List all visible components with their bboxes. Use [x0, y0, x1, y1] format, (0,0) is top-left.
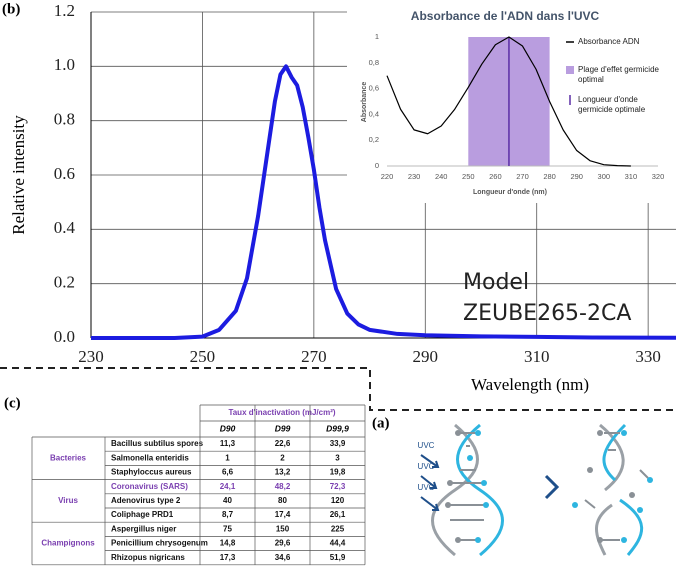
- table-cell: 13,2: [275, 468, 291, 477]
- table-cell: 26,1: [330, 510, 346, 519]
- panel-label: (a): [372, 415, 390, 431]
- x-tick-label: 270: [301, 347, 327, 366]
- x-tick-label: 230: [78, 347, 104, 366]
- x-tick-label: 270: [516, 172, 529, 181]
- x-axis-label: Wavelength (nm): [471, 375, 589, 394]
- y-tick-label: 0.2: [54, 273, 75, 292]
- table-cell: 14,8: [220, 539, 236, 548]
- table-cell: 19,8: [330, 468, 346, 477]
- column-header: D99: [275, 423, 291, 433]
- organism: Salmonella enteridis: [111, 453, 189, 462]
- table-cell: 1: [225, 453, 230, 462]
- table-cell: 225: [331, 524, 345, 533]
- y-tick-label: 0.8: [54, 110, 75, 129]
- legend-entry: Longueur d'onde germicide optimale: [578, 95, 646, 114]
- x-tick-label: 260: [489, 172, 502, 181]
- y-tick-label: 0,2: [369, 135, 379, 144]
- table-cell: 33,9: [330, 439, 346, 448]
- organism: Bacillus subtilus spores: [111, 439, 204, 448]
- uvc-label: UVC: [418, 441, 435, 450]
- table-cell: 11,3: [220, 439, 236, 448]
- x-tick-label: 250: [190, 347, 216, 366]
- table-cell: 29,6: [275, 539, 291, 548]
- inset-y-label: Absorbance: [361, 82, 368, 123]
- table-cell: 75: [223, 524, 232, 533]
- x-tick-label: 300: [598, 172, 611, 181]
- x-tick-label: 250: [462, 172, 475, 181]
- legend-entry: Absorbance ADN: [578, 37, 640, 46]
- column-header: D99,9: [326, 423, 349, 433]
- organism: Rhizopus nigricans: [111, 553, 185, 562]
- y-tick-label: 0,8: [369, 58, 379, 67]
- table-cell: 8,7: [222, 510, 234, 519]
- column-header: D90: [220, 423, 236, 433]
- table-cell: 24,1: [220, 482, 236, 491]
- table-cell: 48,2: [275, 482, 291, 491]
- y-tick-label: 0: [375, 161, 379, 170]
- table-cell: 34,6: [275, 553, 291, 562]
- y-tick-label: 0.6: [54, 164, 75, 183]
- y-tick-label: 0.0: [54, 327, 75, 346]
- x-tick-label: 330: [635, 347, 661, 366]
- inset-title: Absorbance de l'ADN dans l'UVC: [411, 9, 600, 23]
- table-cell: 51,9: [330, 553, 346, 562]
- y-tick-label: 0.4: [54, 218, 76, 237]
- legend-entry: Plage d'effet germicide optimal: [578, 65, 659, 84]
- table-cell: 72,3: [330, 482, 346, 491]
- table-cell: 44,4: [330, 539, 346, 548]
- panel-label: (c): [4, 395, 21, 411]
- y-axis-label: Relative intensity: [9, 115, 28, 235]
- organism: Penicillium chrysogenum: [111, 539, 208, 548]
- y-tick-label: 0,6: [369, 84, 379, 93]
- group-label: Virus: [58, 496, 78, 505]
- table-cell: 120: [331, 496, 345, 505]
- panel-label: (b): [2, 1, 20, 17]
- dna-illustration: [420, 423, 653, 557]
- organism: Coliphage PRD1: [111, 510, 174, 519]
- table-cell: 2: [280, 453, 285, 462]
- table-cell: 150: [276, 524, 290, 533]
- line-series: [91, 64, 676, 340]
- line-series: [386, 36, 631, 167]
- legend-swatch: [566, 66, 574, 74]
- annotation: Model: [463, 270, 529, 295]
- table-cell: 3: [335, 453, 340, 462]
- table-header: Taux d'inactivation (mJ/cm²): [228, 408, 335, 417]
- table-cell: 17,4: [275, 510, 291, 519]
- group-label: Champignons: [41, 539, 95, 548]
- table-cell: 6,6: [222, 468, 234, 477]
- separator: [0, 367, 676, 411]
- table-cell: 80: [278, 496, 287, 505]
- uvc-label: UVC: [418, 462, 435, 471]
- inset-x-label: Longueur d'onde (nm): [473, 189, 547, 196]
- table-cell: 22,6: [275, 439, 291, 448]
- organism: Adenovirus type 2: [111, 496, 181, 505]
- x-tick-label: 280: [543, 172, 556, 181]
- uvc-label: UVC: [418, 483, 435, 492]
- y-tick-label: 1.2: [54, 1, 75, 20]
- table-cell: 17,3: [220, 553, 236, 562]
- y-tick-label: 1: [375, 32, 379, 41]
- y-tick-label: 1.0: [54, 55, 75, 74]
- x-tick-label: 310: [524, 347, 550, 366]
- x-tick-label: 240: [435, 172, 448, 181]
- organism: Staphyloccus aureus: [111, 468, 192, 477]
- x-tick-label: 310: [625, 172, 638, 181]
- x-tick-label: 230: [408, 172, 421, 181]
- group-label: Bacteries: [50, 453, 87, 462]
- y-tick-label: 0,4: [369, 109, 379, 118]
- x-tick-label: 290: [570, 172, 583, 181]
- organism: Aspergillus niger: [111, 524, 176, 533]
- x-tick-label: 290: [413, 347, 439, 366]
- organism: Coronavirus (SARS): [111, 482, 188, 491]
- x-tick-label: 220: [381, 172, 394, 181]
- table-cell: 40: [223, 496, 232, 505]
- annotation: ZEUBE265-2CA: [463, 301, 631, 326]
- x-tick-label: 320: [652, 172, 665, 181]
